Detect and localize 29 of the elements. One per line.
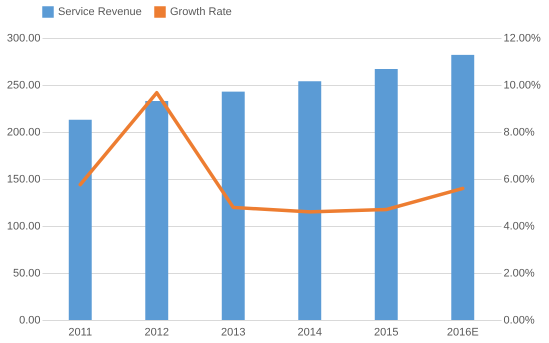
y2-tick-label: 8.00% <box>504 126 535 138</box>
y-tick-label: 300.00 <box>6 32 40 44</box>
legend-label: Growth Rate <box>170 6 232 18</box>
bar <box>145 100 168 320</box>
y-tick-label: 200.00 <box>6 126 40 138</box>
x-tick-label: 2016E <box>446 326 479 338</box>
bar <box>222 92 245 320</box>
x-tick-label: 2011 <box>68 326 92 338</box>
x-tick-label: 2012 <box>144 326 169 338</box>
y2-tick-label: 10.00% <box>504 80 542 92</box>
y-tick-label: 0.00 <box>19 314 40 326</box>
y2-tick-label: 6.00% <box>504 174 535 186</box>
y2-tick-label: 4.00% <box>504 220 535 232</box>
x-tick-label: 2014 <box>298 326 322 338</box>
y2-tick-label: 0.00% <box>504 314 535 326</box>
y2-tick-label: 12.00% <box>504 32 542 44</box>
y-tick-label: 100.00 <box>6 220 40 232</box>
line-series <box>78 91 464 214</box>
y-tick-label: 150.00 <box>6 174 40 186</box>
x-tick-label: 2013 <box>221 326 246 338</box>
y-tick-label: 250.00 <box>6 80 40 92</box>
x-tick-label: 2015 <box>374 326 398 338</box>
y2-tick-label: 2.00% <box>504 268 535 280</box>
bar <box>68 120 92 320</box>
bar <box>374 69 398 320</box>
bar <box>451 54 474 320</box>
bar <box>298 81 322 320</box>
legend-label: Service Revenue <box>58 6 142 18</box>
y-tick-label: 50.00 <box>12 268 40 280</box>
